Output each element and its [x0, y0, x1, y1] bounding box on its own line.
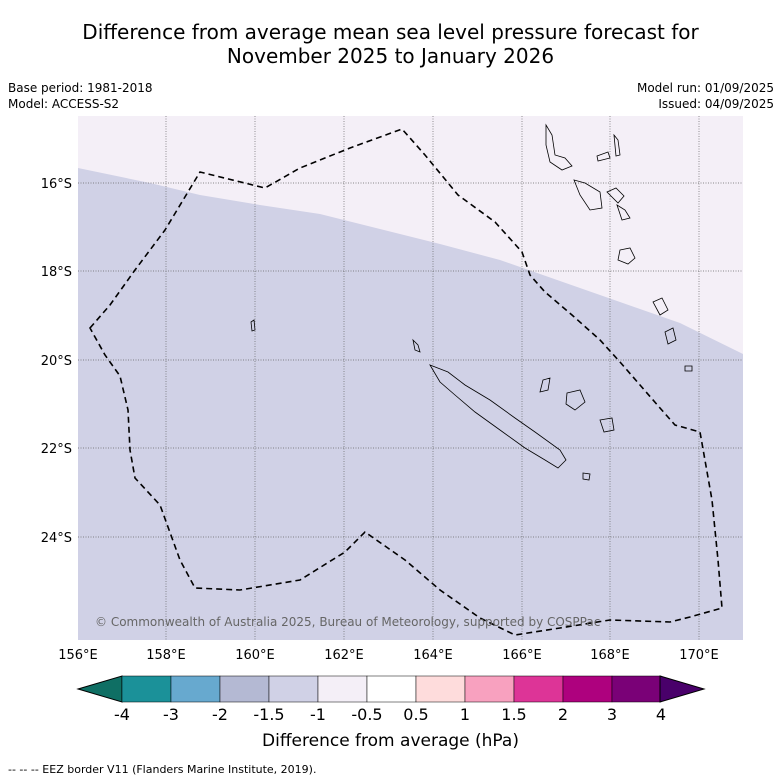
- meta-right: Model run: 01/09/2025 Issued: 04/09/2025: [637, 80, 774, 112]
- coast-vanuatu-central: [573, 133, 631, 221]
- colorbar-tick-label: -4: [114, 705, 130, 724]
- model-name: Model: ACCESS-S2: [8, 97, 120, 111]
- colorbar-swatch: [611, 675, 662, 703]
- colorbar-tick-label: 1: [460, 705, 470, 724]
- colorbar-tick-label: -1.5: [253, 705, 284, 724]
- colorbar-over-arrow: [659, 675, 706, 703]
- copyright-note: © Commonwealth of Australia 2025, Bureau…: [95, 615, 600, 629]
- title-line-2: November 2025 to January 2026: [226, 44, 555, 68]
- colorbar-swatch: [562, 675, 613, 703]
- meta-left: Base period: 1981-2018 Model: ACCESS-S2: [8, 80, 153, 112]
- coast-chesterfield: [250, 319, 591, 481]
- colorbar-swatch: [268, 675, 319, 703]
- lon-label-168: 168°E: [590, 648, 630, 663]
- colorbar: -4 -3 -2 -1.5 -1 -0.5 0.5 1 1.5 2 3 4: [76, 675, 706, 724]
- colorbar-swatch: [513, 675, 564, 703]
- base-period: Base period: 1981-2018: [8, 81, 153, 95]
- colorbar-swatch: [121, 675, 172, 703]
- colorbar-tick-label: 0.5: [403, 705, 428, 724]
- coastlines: [250, 123, 693, 481]
- lon-label-162: 162°E: [324, 648, 364, 663]
- eez-legend-note: -- -- -- EEZ border V11 (Flanders Marine…: [8, 763, 317, 776]
- lat-label-24: 24°S: [41, 531, 72, 546]
- lat-label-20: 20°S: [41, 354, 72, 369]
- model-run: Model run: 01/09/2025: [636, 81, 774, 95]
- colorbar-swatch: [415, 675, 466, 703]
- lon-label-158: 158°E: [146, 648, 186, 663]
- lat-labels: 16°S 18°S 20°S 22°S 24°S: [41, 177, 72, 546]
- lat-label-22: 22°S: [41, 442, 72, 457]
- colorbar-tick-label: 3: [607, 705, 617, 724]
- colorbar-tick-label: -0.5: [351, 705, 382, 724]
- colorbar-swatch: [366, 675, 417, 703]
- colorbar-tick-label: -3: [163, 705, 179, 724]
- colorbar-label: Difference from average (hPa): [262, 731, 519, 751]
- colorbar-tick-label: 1.5: [501, 705, 526, 724]
- coast-vanuatu-north: [545, 123, 573, 171]
- map-title: Difference from average mean sea level p…: [0, 20, 781, 68]
- eez-border: [89, 128, 723, 636]
- colorbar-swatch: [219, 675, 270, 703]
- lon-label-170: 170°E: [679, 648, 719, 663]
- lon-label-156: 156°E: [58, 648, 98, 663]
- lon-label-166: 166°E: [502, 648, 542, 663]
- title-line-1: Difference from average mean sea level p…: [82, 20, 699, 44]
- gridlines: [78, 116, 743, 640]
- lon-labels: 156°E 158°E 160°E 162°E 164°E 166°E 168°…: [58, 648, 719, 663]
- lat-label-18: 18°S: [41, 265, 72, 280]
- colorbar-tick-label: 2: [558, 705, 568, 724]
- lat-label-16: 16°S: [41, 177, 72, 192]
- coast-loyalty-islands: [539, 377, 615, 433]
- issued-date: Issued: 04/09/2025: [658, 97, 774, 111]
- colorbar-swatch: [317, 675, 368, 703]
- colorbar-tick-label: 4: [656, 705, 666, 724]
- colorbar-swatch: [170, 675, 221, 703]
- colorbar-under-arrow: [76, 675, 123, 703]
- lon-label-160: 160°E: [235, 648, 275, 663]
- colorbar-tick-label: -1: [310, 705, 326, 724]
- coast-new-caledonia: [429, 364, 567, 469]
- colorbar-swatch: [464, 675, 515, 703]
- coast-vanuatu-south: [617, 247, 693, 372]
- lon-label-164: 164°E: [413, 648, 453, 663]
- colorbar-tick-label: -2: [212, 705, 228, 724]
- pressure-band-dark: [78, 168, 743, 640]
